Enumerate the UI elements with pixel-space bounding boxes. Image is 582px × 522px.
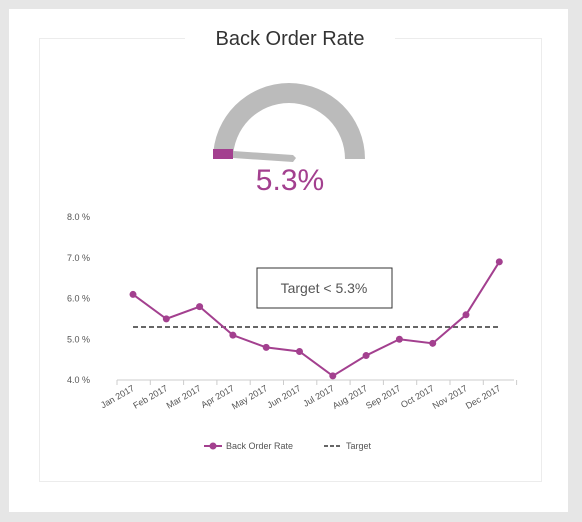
data-point — [162, 315, 170, 323]
legend-label-target: Target — [346, 441, 372, 451]
data-point — [429, 339, 437, 347]
y-tick-label: 5.0 % — [67, 334, 90, 344]
data-point — [395, 335, 403, 343]
gauge-track — [213, 83, 365, 159]
data-point — [329, 372, 337, 380]
data-point — [129, 290, 137, 298]
x-tick-label: Dec 2017 — [464, 383, 502, 411]
x-tick-label: Feb 2017 — [131, 383, 169, 411]
x-tick-label: Apr 2017 — [199, 383, 236, 410]
data-point — [362, 352, 370, 360]
annotation-box — [256, 267, 393, 309]
x-tick-label: Aug 2017 — [331, 383, 369, 411]
data-point — [196, 303, 204, 311]
x-tick-label: Sep 2017 — [364, 383, 402, 411]
chart-title: Back Order Rate — [185, 24, 395, 54]
data-point — [296, 347, 303, 355]
x-tick-label: Jan 2017 — [99, 383, 136, 410]
x-tick-label: Mar 2017 — [165, 383, 203, 411]
legend-marker-back-order-rate — [209, 442, 217, 450]
y-tick-label: 7.0 % — [67, 253, 90, 263]
gauge-value: 5.3% — [256, 164, 324, 197]
data-point — [495, 258, 503, 266]
gauge: 5.3% — [213, 83, 365, 197]
legend-label-back-order-rate: Back Order Rate — [226, 441, 293, 451]
x-tick-label: Oct 2017 — [399, 383, 436, 410]
data-point — [229, 331, 237, 339]
y-tick-label: 4.0 % — [67, 375, 90, 385]
data-point — [462, 311, 470, 319]
x-tick-label: Jun 2017 — [265, 383, 302, 410]
series-line-back-order-rate — [132, 261, 501, 378]
y-tick-label: 8.0 % — [67, 212, 90, 222]
data-point — [262, 343, 270, 351]
annotation-text: Target < 5.3% — [281, 280, 368, 296]
y-tick-label: 6.0 % — [67, 294, 90, 304]
x-tick-label: May 2017 — [230, 383, 269, 411]
gauge-fill — [213, 149, 233, 159]
x-tick-label: Jul 2017 — [301, 383, 335, 409]
gauge-needle — [233, 151, 296, 162]
x-tick-label: Nov 2017 — [431, 383, 469, 411]
